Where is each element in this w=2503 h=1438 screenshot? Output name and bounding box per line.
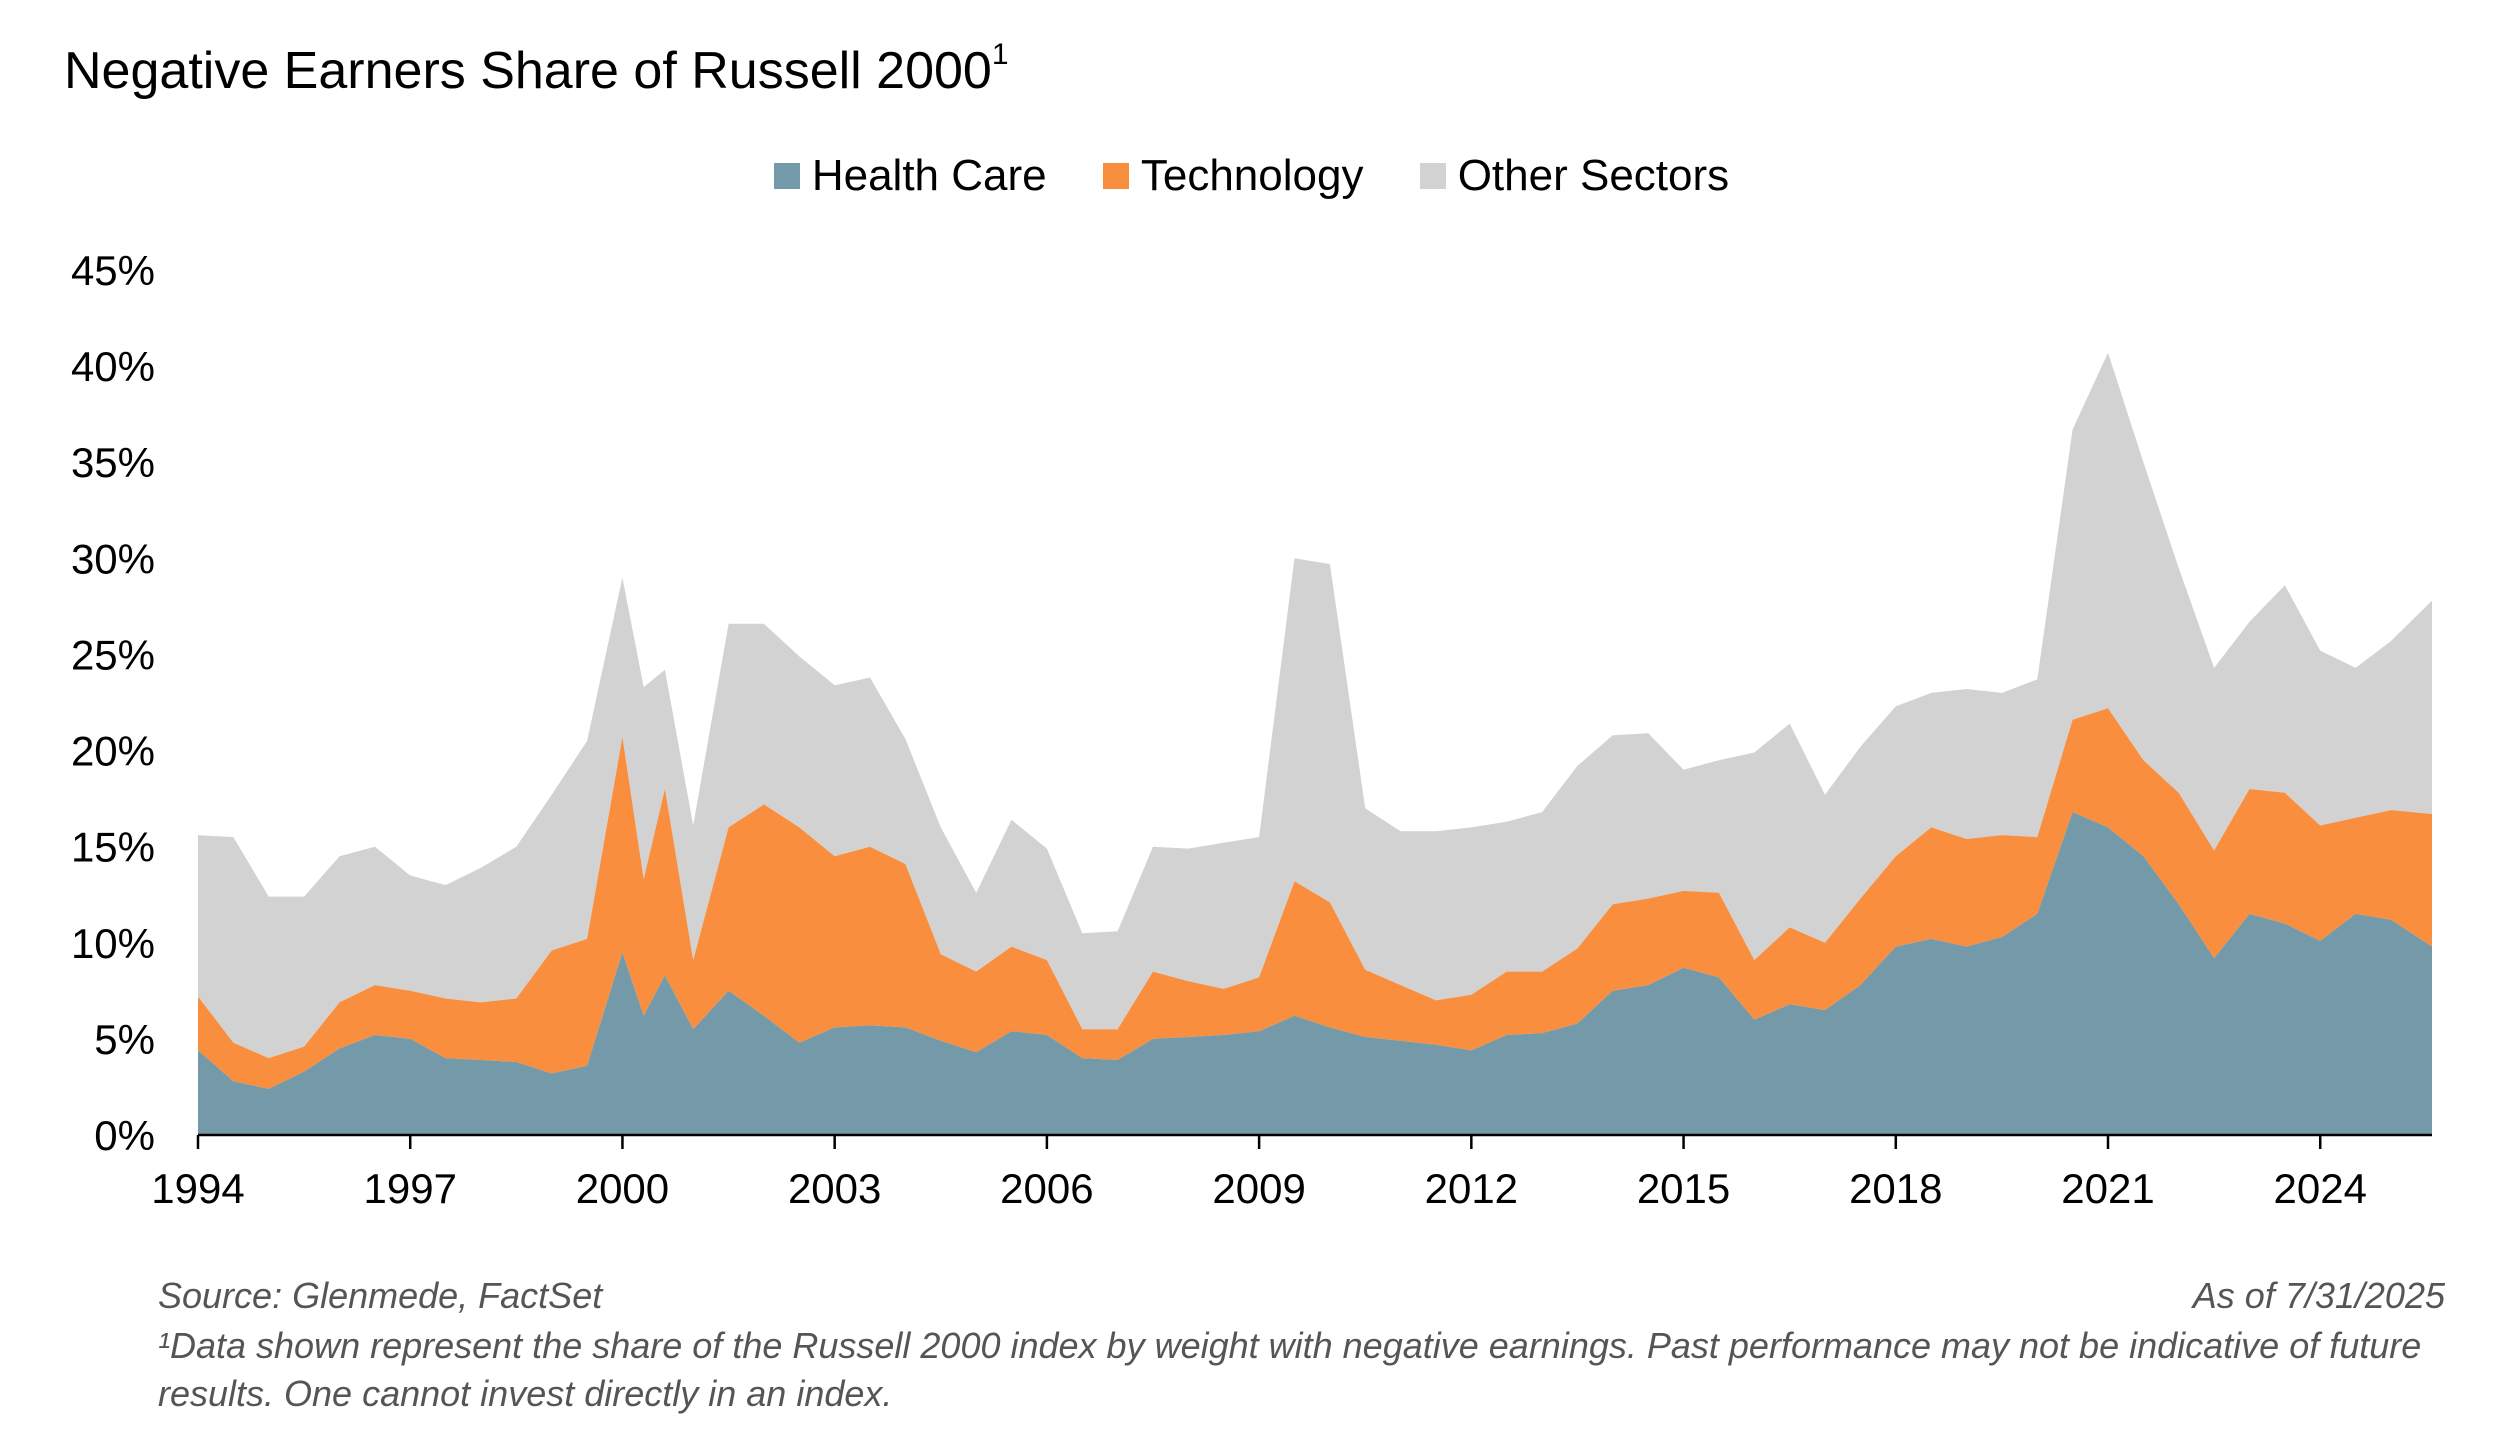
x-tick-label: 2000 — [576, 1165, 669, 1212]
area-layer — [198, 352, 2432, 1135]
legend-item-other-sectors: Other Sectors — [1419, 151, 1730, 201]
x-tick-label: 2006 — [1000, 1165, 1093, 1212]
y-tick-label: 0% — [94, 1112, 155, 1159]
y-tick-label: 30% — [71, 535, 155, 582]
footnote-line-1: ¹Data shown represent the share of the R… — [158, 1325, 2422, 1366]
chart-title: Negative Earners Share of Russell 20001 — [64, 38, 1009, 101]
area-other-sectors — [198, 352, 2432, 1059]
legend-swatch-other-sectors — [1419, 163, 1446, 189]
x-tick-label: 2015 — [1637, 1165, 1730, 1212]
as-of-date: As of 7/31/2025 — [2192, 1275, 2445, 1316]
y-tick-label: 25% — [71, 631, 155, 678]
legend-swatch-technology — [1102, 163, 1129, 189]
legend-label-health-care: Health Care — [811, 151, 1047, 200]
y-tick-label: 35% — [71, 439, 155, 486]
y-tick-label: 45% — [71, 247, 155, 294]
area-health-care — [198, 812, 2432, 1135]
legend-item-technology: Technology — [1102, 151, 1364, 201]
legend-swatch-health-care — [773, 163, 800, 189]
chart-title-text: Negative Earners Share of Russell 2000 — [64, 42, 992, 100]
y-tick-label: 20% — [71, 728, 155, 775]
x-tick-label: 2009 — [1212, 1165, 1305, 1212]
x-tick-label: 2024 — [2274, 1165, 2367, 1212]
source-note: Source: Glenmede, FactSet — [158, 1275, 603, 1316]
y-tick-label: 10% — [71, 920, 155, 967]
title-footnote-marker: 1 — [991, 38, 1009, 71]
x-tick-label: 2003 — [788, 1165, 881, 1212]
x-tick-label: 2018 — [1849, 1165, 1942, 1212]
x-tick-label: 1997 — [364, 1165, 457, 1212]
y-tick-label: 5% — [94, 1016, 155, 1063]
chart-legend: Health Care Technology Other Sectors — [0, 150, 2503, 201]
x-tick-label: 1994 — [151, 1165, 244, 1212]
footnote-line-2: results. One cannot invest directly in a… — [158, 1373, 893, 1414]
x-tick-label: 2021 — [2061, 1165, 2154, 1212]
y-tick-label: 15% — [71, 824, 155, 871]
y-tick-label: 40% — [71, 343, 155, 390]
area-technology — [198, 708, 2432, 1089]
legend-item-health-care: Health Care — [773, 151, 1047, 201]
axes-layer: 0% 5% 10% 15% 20% 25% 30% 35% 40% 45% 1994 1997 2000… — [71, 247, 2432, 1212]
legend-label-other-sectors: Other Sectors — [1457, 151, 1730, 200]
legend-label-technology: Technology — [1140, 151, 1364, 200]
x-tick-label: 2012 — [1425, 1165, 1518, 1212]
